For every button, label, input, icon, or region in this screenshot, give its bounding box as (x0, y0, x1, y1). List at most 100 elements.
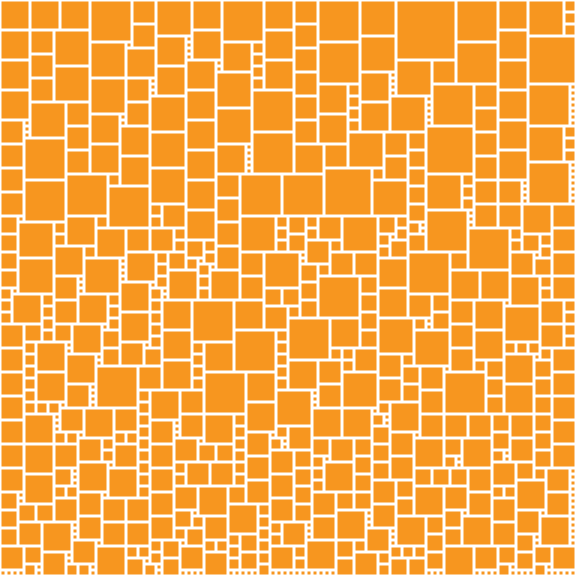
orange-square-tile (307, 571, 311, 575)
orange-square-tile (415, 547, 425, 557)
orange-square-tile (307, 217, 317, 227)
orange-square-tile (217, 175, 239, 197)
orange-square-tile (247, 481, 269, 503)
orange-square-tile (31, 31, 53, 53)
orange-square-tile (277, 379, 287, 389)
orange-square-tile (43, 331, 53, 341)
orange-square-tile (121, 277, 125, 281)
orange-square-tile (229, 547, 239, 557)
orange-square-tile (259, 529, 269, 539)
orange-square-tile (535, 361, 551, 377)
orange-square-tile (295, 49, 317, 71)
orange-square-tile (427, 211, 467, 251)
orange-square-tile (427, 103, 431, 107)
orange-square-tile (67, 349, 71, 353)
orange-square-tile (433, 295, 449, 311)
orange-square-tile (373, 427, 389, 443)
orange-square-tile (163, 295, 167, 299)
orange-square-tile (91, 397, 95, 401)
orange-square-tile (25, 379, 35, 389)
orange-square-tile (133, 25, 155, 47)
orange-square-tile (403, 367, 419, 383)
orange-square-tile (427, 127, 473, 173)
orange-square-tile (235, 439, 245, 449)
orange-square-tile (511, 565, 515, 569)
orange-square-tile (313, 571, 317, 575)
orange-square-tile (571, 193, 575, 197)
orange-square-tile (277, 367, 287, 377)
orange-square-tile (313, 481, 323, 491)
orange-square-tile (187, 211, 215, 239)
orange-square-tile (523, 187, 527, 191)
orange-square-tile (175, 529, 185, 539)
orange-square-tile (157, 277, 167, 287)
orange-square-tile (319, 571, 323, 575)
orange-square-tile (79, 289, 83, 293)
orange-square-tile (1, 349, 23, 371)
orange-square-tile (319, 265, 329, 275)
orange-square-tile (565, 1, 575, 11)
orange-square-tile (187, 151, 215, 179)
orange-square-tile (187, 91, 215, 119)
orange-square-tile (559, 571, 563, 575)
orange-square-tile (379, 289, 407, 317)
orange-square-tile (553, 253, 575, 275)
orange-square-tile (421, 391, 443, 413)
orange-square-tile (355, 439, 371, 455)
orange-square-tile (427, 115, 431, 119)
orange-square-tile (571, 535, 575, 539)
orange-square-tile (319, 361, 341, 383)
orange-square-tile (421, 415, 443, 437)
orange-square-tile (391, 97, 425, 131)
orange-square-tile (217, 73, 251, 107)
orange-square-tile (187, 49, 191, 53)
orange-square-tile (253, 55, 263, 65)
orange-square-tile (535, 379, 551, 395)
orange-square-tile (541, 349, 551, 359)
orange-square-tile (73, 475, 77, 479)
orange-square-tile (151, 337, 161, 347)
orange-square-tile (7, 571, 11, 575)
orange-square-tile (85, 247, 95, 257)
orange-square-tile (199, 445, 215, 461)
orange-square-tile (427, 121, 431, 125)
orange-square-tile (409, 169, 425, 185)
orange-square-tile (247, 157, 251, 161)
orange-square-tile (205, 415, 233, 443)
orange-square-tile (505, 301, 509, 305)
orange-square-tile (211, 271, 239, 299)
orange-square-tile (253, 79, 263, 89)
orange-square-tile (91, 43, 125, 77)
orange-square-tile (187, 241, 203, 257)
orange-square-tile (145, 343, 149, 347)
orange-square-tile (235, 475, 245, 485)
orange-square-tile (103, 493, 107, 497)
orange-square-tile (451, 301, 473, 323)
orange-square-tile (121, 259, 125, 263)
orange-square-tile (379, 259, 407, 287)
orange-square-tile (511, 415, 533, 437)
orange-square-tile (505, 487, 515, 497)
orange-square-tile (85, 409, 113, 437)
orange-square-tile (421, 223, 425, 227)
orange-square-tile (79, 439, 101, 461)
orange-square-tile (379, 553, 389, 563)
orange-square-tile (571, 475, 575, 479)
orange-square-tile (175, 475, 185, 485)
orange-square-tile (247, 151, 251, 155)
orange-square-tile (499, 61, 527, 89)
orange-square-tile (55, 223, 65, 233)
orange-square-tile (295, 1, 317, 23)
orange-square-tile (181, 415, 203, 437)
orange-square-tile (289, 217, 305, 233)
orange-square-tile (535, 547, 551, 563)
orange-square-tile (229, 571, 233, 575)
orange-square-tile (307, 523, 311, 527)
orange-square-tile (151, 391, 179, 419)
orange-square-tile (307, 241, 329, 263)
orange-square-tile (37, 565, 41, 569)
orange-square-tile (79, 433, 83, 437)
orange-square-tile (1, 289, 11, 299)
orange-square-tile (319, 1, 359, 41)
orange-square-tile (535, 535, 539, 539)
